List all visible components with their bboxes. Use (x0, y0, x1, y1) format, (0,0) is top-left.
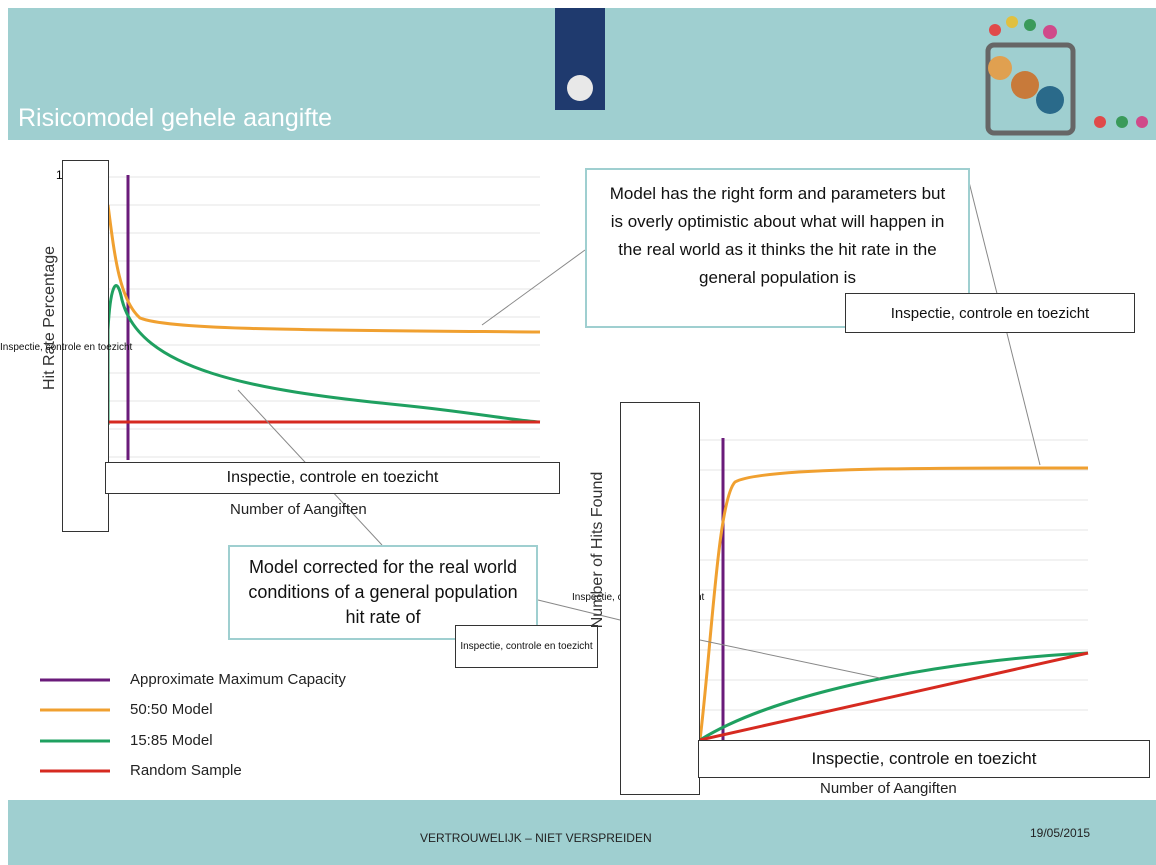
x-axis-label: Number of Aangiften (230, 501, 367, 518)
overlay-box: Inspectie, controle en toezicht (105, 462, 560, 494)
curve-5050 (698, 466, 1089, 741)
curve-5050 (106, 204, 541, 334)
logo-emblem (567, 75, 593, 101)
overlay-box: Inspectie, controle en toezicht (845, 293, 1135, 333)
overlay-label: Inspectie, controle en toezicht (0, 342, 133, 353)
slide-title: Risicomodel gehele aangifte (18, 104, 333, 132)
axis-cover (620, 402, 700, 795)
y-axis-label: Hit Rate Percentage (41, 245, 58, 391)
y-axis-label: Number of Hits Found (589, 471, 606, 629)
legend-item: 50:50 Model (130, 701, 213, 718)
curve-1585 (699, 651, 1089, 742)
footer-band (8, 800, 1156, 865)
gear-icon (985, 16, 1148, 136)
overlay-box: Inspectie, controle en toezicht (455, 625, 598, 668)
callout: Model corrected for the real world condi… (228, 545, 538, 640)
legend-swatches (40, 678, 110, 773)
curve-random (699, 651, 1089, 742)
y-tick-label: 1 (56, 168, 63, 182)
footer-notice: VERTROUWELIJK – NIET VERSPREIDEN (420, 831, 652, 845)
axis-cover (62, 160, 109, 532)
legend-item: 15:85 Model (130, 732, 213, 749)
legend-item: Approximate Maximum Capacity (130, 671, 346, 688)
x-axis-label: Number of Aangiften (820, 780, 957, 797)
footer-date: 19/05/2015 (1030, 826, 1091, 840)
overlay-box: Inspectie, controle en toezicht (698, 740, 1150, 778)
right-grid (700, 439, 1088, 711)
left-grid (108, 176, 540, 458)
curve-1585 (106, 284, 541, 425)
legend-item: Random Sample (130, 762, 242, 779)
